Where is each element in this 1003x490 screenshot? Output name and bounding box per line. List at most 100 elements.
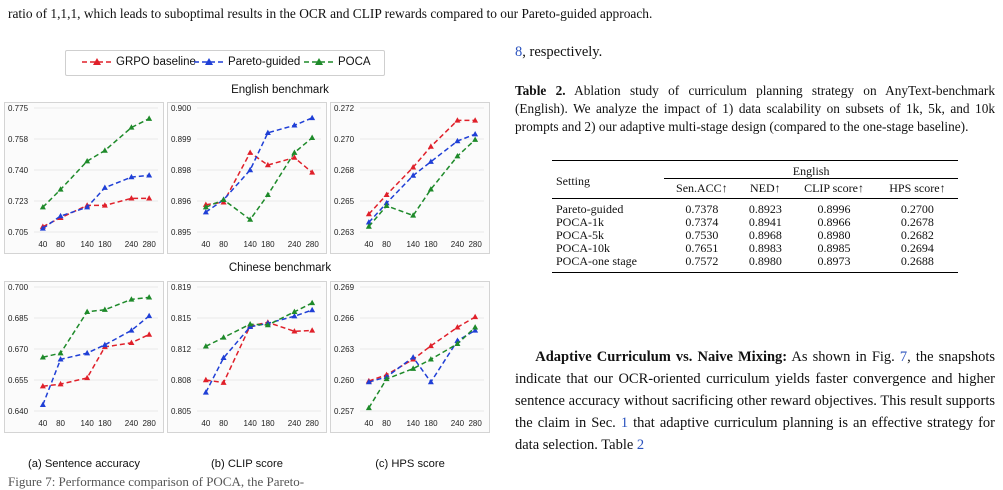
data-point — [146, 331, 153, 337]
data-point — [309, 114, 316, 121]
table-cell-value: 0.2688 — [900, 254, 934, 268]
data-point — [291, 122, 298, 128]
chart-frame — [330, 281, 490, 433]
series-line — [368, 119, 476, 215]
data-point — [57, 349, 64, 356]
series-line — [42, 296, 150, 358]
table-cell-value: 0.2682 — [900, 228, 934, 242]
data-point — [39, 401, 46, 407]
sub-caption-c: (c) HPS score — [375, 458, 445, 470]
data-point — [202, 389, 209, 395]
data-point — [247, 321, 254, 327]
x-tick-label: 180 — [424, 419, 438, 428]
x-tick-label: 80 — [56, 419, 65, 428]
data-point — [146, 312, 153, 319]
data-point — [101, 184, 108, 190]
x-tick-label: 240 — [125, 419, 139, 428]
x-tick-label: 280 — [305, 419, 319, 428]
data-point — [84, 308, 91, 314]
y-tick-label: 0.269 — [334, 283, 355, 292]
data-point — [264, 129, 271, 135]
y-tick-label: 0.900 — [171, 104, 192, 113]
series-line — [205, 137, 313, 221]
chart-svg: 0.900 0.899 0.898 0.896 0.895 40 80 140 180 240 28… — [167, 102, 327, 254]
chinese-benchmark-title: Chinese benchmark — [228, 262, 332, 274]
data-point — [472, 324, 479, 330]
y-tick-label: 0.257 — [334, 407, 355, 416]
data-point — [472, 117, 479, 123]
y-tick-label: 0.775 — [8, 104, 29, 113]
x-tick-label: 140 — [243, 240, 257, 249]
table-cell-setting: Pareto-guided — [556, 202, 624, 216]
data-point — [472, 130, 479, 137]
data-point — [128, 339, 135, 345]
x-tick-label: 240 — [451, 240, 465, 249]
y-tick-label: 0.758 — [8, 135, 29, 144]
y-tick-label: 0.740 — [8, 166, 29, 175]
x-tick-label: 140 — [406, 240, 420, 249]
x-tick-label: 280 — [142, 419, 156, 428]
data-point — [202, 208, 209, 215]
y-tick-label: 0.805 — [171, 407, 192, 416]
data-point — [57, 380, 64, 387]
y-tick-label: 0.898 — [171, 166, 192, 175]
table-cell-value: 0.8983 — [748, 241, 782, 255]
chart-english-hps-score: 0.272 0.270 0.268 0.265 0.263 40 80 140 180 240 28… — [330, 102, 490, 254]
data-point — [410, 354, 417, 360]
data-point — [365, 210, 372, 217]
table-cell-value: 0.8923 — [748, 202, 782, 216]
y-tick-label: 0.819 — [171, 283, 192, 292]
fig-7-link[interactable]: 7 — [899, 349, 908, 365]
data-point — [427, 342, 434, 349]
table-row: POCA-5k 0.7530 0.8968 0.8980 0.2682 — [552, 229, 958, 242]
data-point — [39, 383, 46, 389]
x-tick-label: 40 — [201, 419, 210, 428]
table-cell-value: 0.8968 — [748, 228, 782, 242]
y-tick-label: 0.268 — [334, 166, 355, 175]
y-tick-label: 0.266 — [334, 314, 355, 323]
data-point — [472, 313, 479, 320]
data-point — [383, 191, 390, 197]
data-point — [264, 191, 271, 197]
data-point — [57, 212, 64, 219]
series-line — [368, 133, 476, 223]
sec-1-link[interactable]: 1 — [620, 415, 629, 431]
y-tick-label: 0.270 — [334, 135, 355, 144]
table-cell-value: 0.7572 — [685, 254, 719, 268]
table-caption-text: Ablation study of curriculum planning st… — [515, 83, 995, 134]
x-tick-label: 80 — [382, 240, 391, 249]
series-line — [42, 315, 150, 406]
x-tick-label: 180 — [261, 419, 275, 428]
table-cell-value: 0.7530 — [685, 228, 719, 242]
chart-english-clip-score: 0.900 0.899 0.898 0.896 0.895 40 80 140 180 240 28… — [167, 102, 327, 254]
table-cell-value: 0.8996 — [817, 202, 851, 216]
para-text-3: that adaptive curriculum planning is an … — [515, 415, 995, 453]
table-col-ned: NED↑ — [750, 181, 781, 195]
data-point — [365, 378, 372, 385]
x-tick-label: 40 — [38, 419, 47, 428]
sub-caption-b: (b) CLIP score — [211, 458, 283, 470]
y-tick-label: 0.685 — [8, 314, 29, 323]
data-point — [247, 149, 254, 155]
x-tick-label: 40 — [38, 240, 47, 249]
chart-chinese-hps-score: 0.269 0.266 0.263 0.260 0.257 40 80 140 180 240 28… — [330, 281, 490, 433]
data-point — [427, 356, 434, 362]
data-point — [57, 186, 64, 192]
table-2-link[interactable]: 2 — [636, 437, 645, 453]
table-row: POCA-1k 0.7374 0.8941 0.8966 0.2678 — [552, 216, 958, 229]
data-point — [39, 354, 46, 360]
table-caption-label: Table 2. — [515, 83, 566, 98]
data-point — [291, 313, 298, 319]
data-point — [146, 195, 153, 201]
series-line — [42, 197, 150, 228]
legend-marker-pareto — [194, 58, 224, 65]
table-col-hps: HPS score↑ — [889, 181, 946, 195]
data-point — [128, 296, 135, 302]
table-cell-value: 0.7374 — [685, 215, 719, 229]
data-point — [383, 199, 390, 206]
english-benchmark-title: English benchmark — [231, 84, 329, 96]
table-cell-setting: POCA-1k — [556, 215, 605, 229]
figure-ref-link[interactable]: 8 — [515, 44, 523, 60]
x-tick-label: 80 — [56, 240, 65, 249]
table-header-english: English — [664, 160, 958, 179]
